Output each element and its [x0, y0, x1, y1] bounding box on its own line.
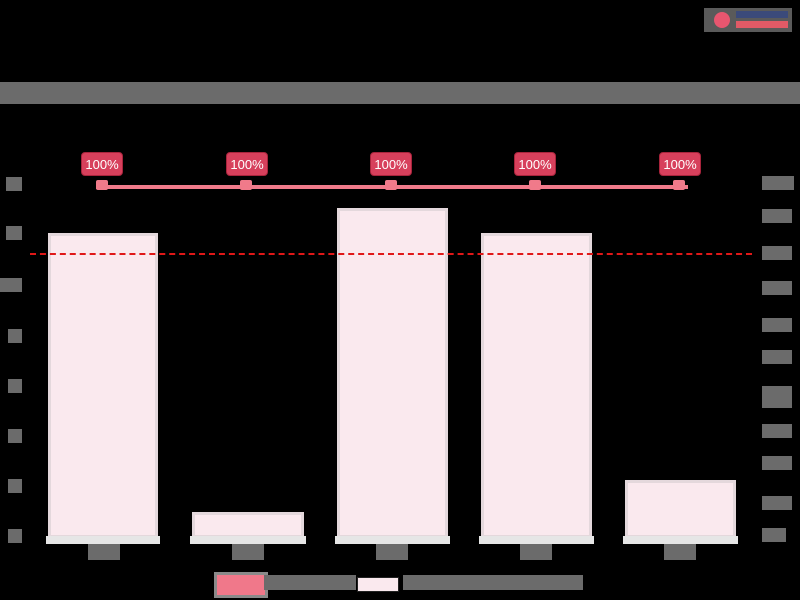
- point-label: 100%: [226, 152, 268, 176]
- line-marker[interactable]: [96, 180, 108, 190]
- right-tick-label: 20%: [762, 456, 792, 470]
- logo-text-bottom: [736, 21, 788, 28]
- legend-label-line[interactable]: [redacted]: [264, 575, 356, 590]
- right-tick-label: 90%: [762, 209, 792, 223]
- logo-text-top: [736, 11, 788, 18]
- bar-2[interactable]: [192, 512, 304, 538]
- left-tick-label: 10: [0, 278, 22, 292]
- bar-1[interactable]: [48, 233, 158, 538]
- right-tick-label: 0%: [762, 528, 786, 542]
- right-tick-label: 80%: [762, 246, 792, 260]
- x-tick-label: [redacted 4]: [520, 544, 552, 560]
- left-tick-label: 6: [8, 379, 22, 393]
- bar-base: [623, 536, 738, 544]
- left-tick-label: 12: [6, 226, 22, 240]
- bar-5[interactable]: [625, 480, 736, 538]
- left-tick-label: 0: [8, 529, 22, 543]
- x-tick-label: [redacted 2]: [232, 544, 264, 560]
- point-label: 100%: [370, 152, 412, 176]
- right-tick-label: 50%: [762, 350, 792, 364]
- bar-base: [335, 536, 450, 544]
- legend-label-bar[interactable]: [redacted]: [403, 575, 583, 590]
- right-tick-label: 60%: [762, 318, 792, 332]
- bar-base: [479, 536, 594, 544]
- logo-mark-icon: [714, 12, 730, 28]
- right-tick-label: 100%: [762, 176, 794, 190]
- point-label: 100%: [659, 152, 701, 176]
- point-label: 100%: [514, 152, 556, 176]
- x-tick-label: [redacted 3]: [376, 544, 408, 560]
- right-tick-label: 30%: [762, 424, 792, 438]
- right-tick-label: 10%: [762, 496, 792, 510]
- chart-title: [redacted chart title]: [0, 82, 800, 104]
- right-tick-label: 40%: [762, 386, 792, 408]
- line-marker[interactable]: [529, 180, 541, 190]
- bar-base: [46, 536, 160, 544]
- line-marker[interactable]: [673, 180, 685, 190]
- x-tick-label: [redacted 1]: [88, 544, 120, 560]
- left-tick-label: 2: [8, 479, 22, 493]
- bar-base: [190, 536, 306, 544]
- x-tick-label: [redacted 5]: [664, 544, 696, 560]
- left-tick-label: 4: [8, 429, 22, 443]
- reference-dashed-line: [30, 253, 752, 255]
- legend-swatch-bar[interactable]: [357, 577, 399, 592]
- brand-logo: [704, 8, 792, 32]
- line-marker[interactable]: [385, 180, 397, 190]
- left-tick-label: 14: [6, 177, 22, 191]
- legend-swatch-line[interactable]: [214, 572, 268, 598]
- point-label: 100%: [81, 152, 123, 176]
- line-marker[interactable]: [240, 180, 252, 190]
- left-tick-label: 8: [8, 329, 22, 343]
- right-tick-label: 70%: [762, 281, 792, 295]
- bar-4[interactable]: [481, 233, 592, 538]
- bar-3[interactable]: [337, 208, 448, 538]
